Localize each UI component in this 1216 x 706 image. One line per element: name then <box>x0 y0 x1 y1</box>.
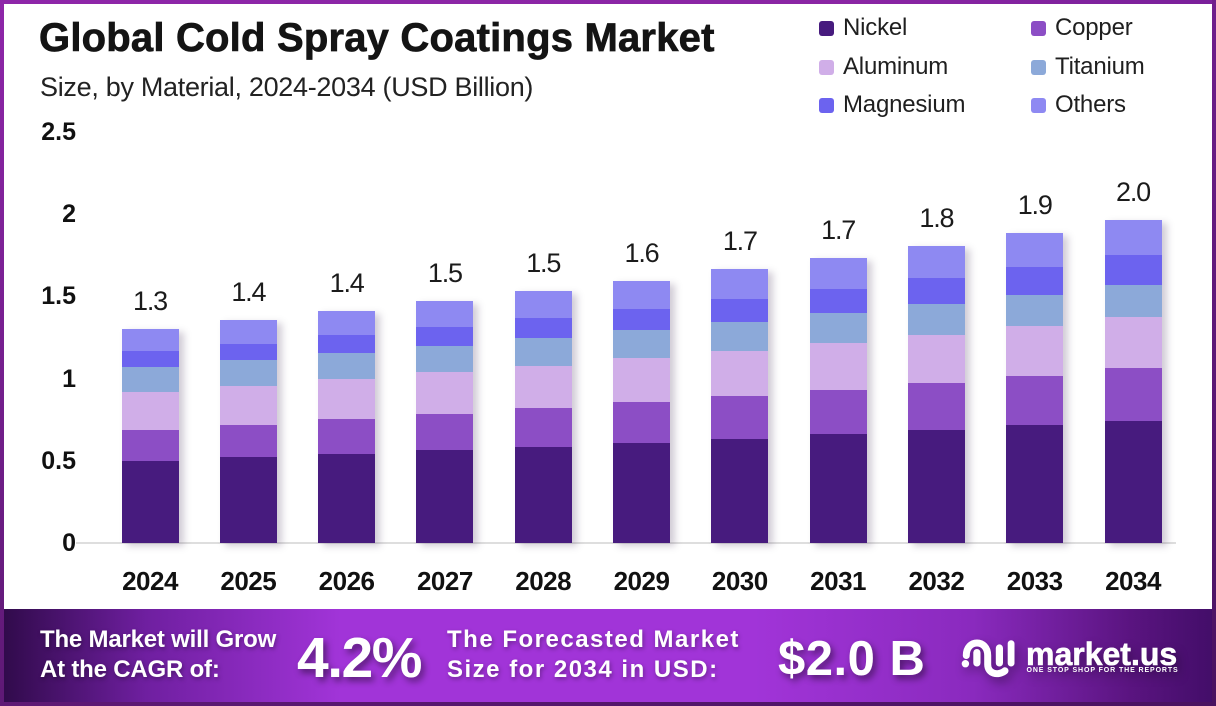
svg-text:ONE STOP SHOP FOR THE REPORTS: ONE STOP SHOP FOR THE REPORTS <box>1027 667 1179 674</box>
svg-text:market.us: market.us <box>1026 636 1177 672</box>
